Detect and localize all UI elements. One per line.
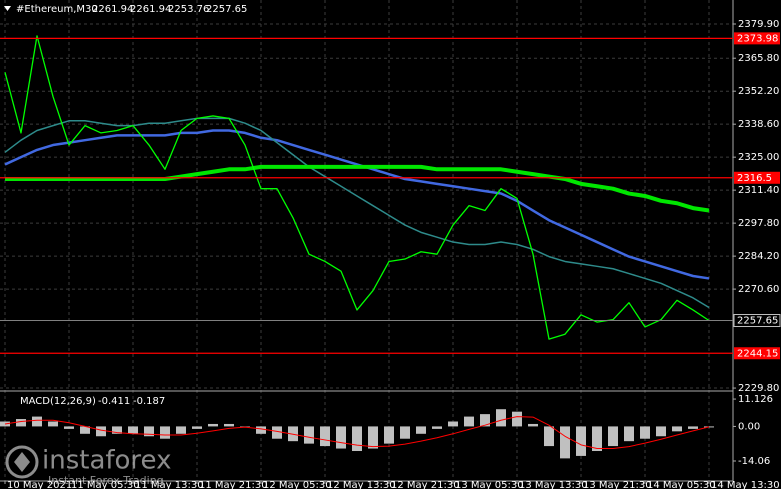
x-tick-label: 11 May 21:30 [199, 480, 268, 489]
y-tick-label: 2379.90 [738, 19, 779, 30]
series-line [4, 35, 710, 340]
y-tick-label: 2365.80 [738, 53, 779, 64]
histogram-bar [224, 423, 234, 427]
histogram-bar [576, 426, 586, 456]
histogram-bar [672, 426, 682, 432]
histogram-bar [160, 426, 170, 439]
watermark: instaforex Instant Forex Trading [5, 445, 171, 487]
x-tick-label: 12 May 05:30 [263, 480, 332, 489]
bar-low: 2253.76 [168, 4, 209, 15]
histogram-bar [544, 426, 554, 447]
bar-open: 2261.94 [92, 4, 133, 15]
x-tick-label: 13 May 21:30 [583, 480, 652, 489]
bar-high: 2261.94 [130, 4, 171, 15]
macd-signal-value: -0.187 [133, 396, 165, 407]
histogram-bar [400, 426, 410, 439]
histogram-bar [416, 426, 426, 434]
histogram-bar [48, 421, 58, 427]
macd-main-value: -0.411 [98, 396, 130, 407]
symbol-title: #Ethereum,M30 [16, 4, 98, 15]
level-label-box [734, 32, 780, 45]
histogram-bar [256, 426, 266, 434]
histogram-bar [96, 426, 106, 437]
x-tick-label: 12 May 13:30 [327, 480, 396, 489]
x-tick-label: 11 May 13:30 [135, 480, 204, 489]
y-tick-label: 2229.80 [738, 383, 779, 394]
histogram-bar [304, 426, 314, 444]
histogram-bar [128, 426, 138, 434]
y-tick-label: 11.126 [738, 394, 773, 405]
histogram-bar [592, 426, 602, 452]
series-line [5, 164, 710, 213]
bar-close: 2257.65 [206, 4, 247, 15]
histogram-bar [32, 416, 42, 427]
y-tick-label: 2338.60 [738, 119, 779, 130]
y-tick-label: 2284.20 [738, 251, 779, 262]
histogram-bar [272, 426, 282, 439]
x-tick-label: 13 May 13:30 [519, 480, 588, 489]
logo-mark [14, 452, 30, 472]
level-label: 2316.5 [737, 173, 772, 184]
histogram-bar [144, 426, 154, 437]
histogram-bar [640, 426, 650, 439]
histogram-bar [352, 426, 362, 452]
x-tick-label: 10 May 2021 [7, 480, 72, 489]
histogram-bar [688, 426, 698, 429]
x-tick-label: 14 May 13:30 [711, 480, 780, 489]
level-label: 2373.98 [737, 33, 778, 44]
histogram-bar [208, 423, 218, 427]
histogram-bar [448, 421, 458, 427]
macd-title: MACD(12,26,9) [20, 396, 96, 407]
collapse-icon [4, 6, 11, 11]
series-line [4, 129, 710, 280]
y-tick-label: 2325.00 [738, 152, 779, 163]
histogram-bar [656, 426, 666, 437]
y-tick-label: 0.00 [738, 421, 760, 432]
histogram-bar [320, 426, 330, 447]
histogram-bar [528, 423, 538, 427]
level-label: 2244.15 [737, 348, 778, 359]
brand: instaforex [42, 446, 171, 476]
current-price-box [733, 314, 781, 328]
y-tick-label: 2311.40 [738, 185, 779, 196]
histogram-bar [512, 411, 522, 427]
y-tick-label: 2297.80 [738, 218, 779, 229]
histogram-bar [368, 426, 378, 449]
x-tick-label: 13 May 05:30 [455, 480, 524, 489]
level-label-box [734, 171, 780, 184]
histogram-bar [64, 426, 74, 429]
histogram-bar [496, 409, 506, 427]
histogram-bar [608, 426, 618, 447]
y-tick-label: 2270.60 [738, 284, 779, 295]
grid [0, 0, 733, 481]
y-tick-label: 2352.20 [738, 86, 779, 97]
histogram-bar [464, 416, 474, 427]
histogram-bar [480, 414, 490, 427]
histogram-bar [80, 426, 90, 434]
plot [0, 35, 714, 459]
histogram-bar [16, 419, 26, 427]
y-tick-label: -14.06 [738, 456, 770, 467]
histogram-bar [560, 426, 570, 459]
histogram-bar [384, 426, 394, 444]
tagline: Instant Forex Trading [48, 474, 164, 487]
logo-ring [5, 445, 39, 479]
current-price-label: 2257.65 [737, 316, 778, 327]
histogram-bar [624, 426, 634, 442]
series-line [4, 416, 710, 450]
histogram-bar [336, 426, 346, 449]
histogram-bar [112, 426, 122, 434]
series-line [4, 117, 710, 309]
x-tick-label: 14 May 05:30 [647, 480, 716, 489]
x-tick-label: 11 May 05:30 [71, 480, 140, 489]
level-label-box [734, 347, 780, 360]
histogram-bar [432, 426, 442, 429]
histogram-bar [192, 426, 202, 429]
histogram-bar [176, 426, 186, 434]
x-tick-label: 12 May 21:30 [391, 480, 460, 489]
